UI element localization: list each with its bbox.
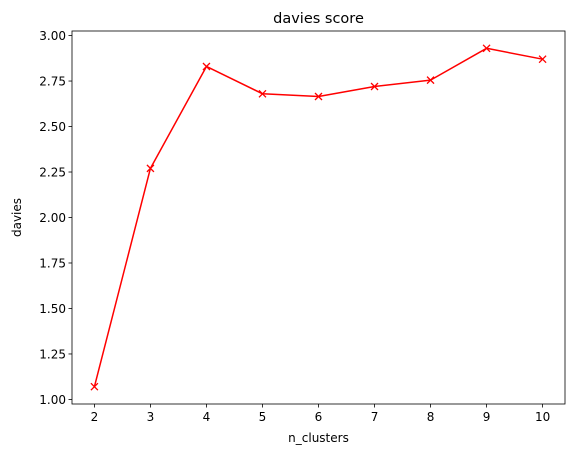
series-line xyxy=(93,47,543,387)
data-point-marker xyxy=(538,55,547,64)
x-tick-label: 4 xyxy=(203,410,211,424)
data-point-marker xyxy=(146,164,155,173)
x-tick-label: 10 xyxy=(535,410,550,424)
y-tick-label: 2.75 xyxy=(39,74,66,88)
y-tick-label: 2.25 xyxy=(39,165,66,179)
y-tick-label: 2.50 xyxy=(39,120,66,134)
data-point-marker xyxy=(482,44,491,53)
x-tick-label: 8 xyxy=(427,410,435,424)
y-tick-label: 1.00 xyxy=(39,393,66,407)
data-point-marker xyxy=(258,89,267,98)
y-axis-ticks: 1.00 1.25 1.50 1.75 2.00 2.25 2.50 2.75 3.00 xyxy=(39,29,72,407)
chart-title: davies score xyxy=(273,11,364,27)
series xyxy=(90,44,547,391)
y-tick-label: 1.25 xyxy=(39,347,66,361)
axes xyxy=(71,30,566,405)
x-tick-label: 5 xyxy=(259,410,267,424)
y-tick-label: 1.75 xyxy=(39,256,66,270)
x-tick-label: 2 xyxy=(91,410,99,424)
y-tick-label: 3.00 xyxy=(39,29,66,43)
y-tick-label: 1.50 xyxy=(39,302,66,316)
x-tick-label: 3 xyxy=(147,410,155,424)
data-point-marker xyxy=(90,382,99,391)
x-tick-label: 7 xyxy=(371,410,379,424)
data-point-marker xyxy=(202,62,211,71)
data-point-marker xyxy=(314,92,323,101)
x-tick-label: 9 xyxy=(483,410,491,424)
data-point-marker xyxy=(370,82,379,91)
y-axis-label: davies xyxy=(10,198,24,237)
plot-frame xyxy=(71,30,566,405)
x-tick-label: 6 xyxy=(315,410,323,424)
x-axis-label: n_clusters xyxy=(288,431,349,445)
x-axis-ticks: 2 3 4 5 6 7 8 9 10 xyxy=(91,404,550,424)
data-point-marker xyxy=(426,76,435,85)
y-tick-label: 2.00 xyxy=(39,211,66,225)
